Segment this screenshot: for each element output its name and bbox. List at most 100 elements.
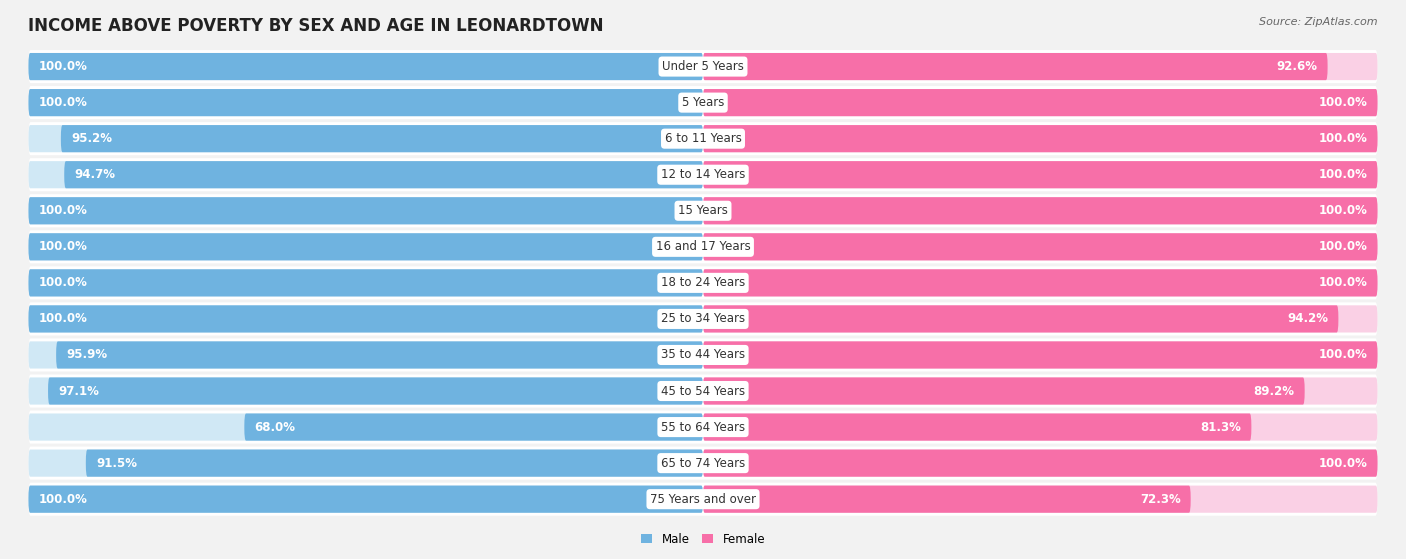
- FancyBboxPatch shape: [28, 161, 703, 188]
- FancyBboxPatch shape: [703, 125, 1378, 152]
- Text: 100.0%: 100.0%: [1319, 276, 1368, 290]
- FancyBboxPatch shape: [28, 125, 703, 152]
- FancyBboxPatch shape: [703, 414, 1378, 440]
- Text: 6 to 11 Years: 6 to 11 Years: [665, 132, 741, 145]
- FancyBboxPatch shape: [703, 53, 1327, 80]
- Text: 100.0%: 100.0%: [1319, 240, 1368, 253]
- FancyBboxPatch shape: [703, 305, 1378, 333]
- FancyBboxPatch shape: [28, 194, 1378, 228]
- FancyBboxPatch shape: [703, 89, 1378, 116]
- FancyBboxPatch shape: [28, 122, 1378, 155]
- Text: 92.6%: 92.6%: [1277, 60, 1317, 73]
- FancyBboxPatch shape: [28, 375, 1378, 408]
- Text: 5 Years: 5 Years: [682, 96, 724, 109]
- FancyBboxPatch shape: [28, 158, 1378, 191]
- FancyBboxPatch shape: [28, 338, 1378, 372]
- FancyBboxPatch shape: [28, 50, 1378, 83]
- Text: INCOME ABOVE POVERTY BY SEX AND AGE IN LEONARDTOWN: INCOME ABOVE POVERTY BY SEX AND AGE IN L…: [28, 17, 603, 35]
- Text: 100.0%: 100.0%: [1319, 96, 1368, 109]
- FancyBboxPatch shape: [28, 377, 703, 405]
- FancyBboxPatch shape: [28, 410, 1378, 444]
- FancyBboxPatch shape: [28, 233, 703, 260]
- FancyBboxPatch shape: [28, 305, 703, 333]
- FancyBboxPatch shape: [28, 53, 703, 80]
- Text: 72.3%: 72.3%: [1140, 492, 1181, 506]
- Legend: Male, Female: Male, Female: [636, 528, 770, 550]
- FancyBboxPatch shape: [703, 342, 1378, 368]
- Text: Source: ZipAtlas.com: Source: ZipAtlas.com: [1260, 17, 1378, 27]
- FancyBboxPatch shape: [48, 377, 703, 405]
- FancyBboxPatch shape: [65, 161, 703, 188]
- Text: 45 to 54 Years: 45 to 54 Years: [661, 385, 745, 397]
- FancyBboxPatch shape: [703, 449, 1378, 477]
- FancyBboxPatch shape: [86, 449, 703, 477]
- FancyBboxPatch shape: [28, 342, 703, 368]
- FancyBboxPatch shape: [28, 449, 703, 477]
- FancyBboxPatch shape: [703, 233, 1378, 260]
- Text: 100.0%: 100.0%: [38, 240, 87, 253]
- FancyBboxPatch shape: [28, 266, 1378, 300]
- FancyBboxPatch shape: [60, 125, 703, 152]
- Text: 100.0%: 100.0%: [1319, 132, 1368, 145]
- FancyBboxPatch shape: [703, 269, 1378, 296]
- FancyBboxPatch shape: [703, 197, 1378, 224]
- Text: 100.0%: 100.0%: [1319, 168, 1368, 181]
- FancyBboxPatch shape: [28, 447, 1378, 480]
- FancyBboxPatch shape: [28, 230, 1378, 263]
- FancyBboxPatch shape: [703, 377, 1378, 405]
- FancyBboxPatch shape: [28, 482, 1378, 516]
- Text: 95.2%: 95.2%: [70, 132, 112, 145]
- FancyBboxPatch shape: [28, 233, 703, 260]
- Text: 18 to 24 Years: 18 to 24 Years: [661, 276, 745, 290]
- FancyBboxPatch shape: [28, 197, 703, 224]
- Text: 94.2%: 94.2%: [1288, 312, 1329, 325]
- Text: 65 to 74 Years: 65 to 74 Years: [661, 457, 745, 470]
- Text: 75 Years and over: 75 Years and over: [650, 492, 756, 506]
- FancyBboxPatch shape: [703, 161, 1378, 188]
- FancyBboxPatch shape: [28, 486, 703, 513]
- FancyBboxPatch shape: [703, 53, 1378, 80]
- FancyBboxPatch shape: [703, 449, 1378, 477]
- Text: 100.0%: 100.0%: [38, 204, 87, 217]
- Text: 95.9%: 95.9%: [66, 348, 107, 362]
- Text: 100.0%: 100.0%: [1319, 348, 1368, 362]
- Text: 81.3%: 81.3%: [1201, 420, 1241, 434]
- FancyBboxPatch shape: [703, 486, 1191, 513]
- Text: 15 Years: 15 Years: [678, 204, 728, 217]
- FancyBboxPatch shape: [703, 342, 1378, 368]
- FancyBboxPatch shape: [28, 89, 703, 116]
- Text: 100.0%: 100.0%: [38, 312, 87, 325]
- Text: 100.0%: 100.0%: [38, 60, 87, 73]
- Text: 94.7%: 94.7%: [75, 168, 115, 181]
- FancyBboxPatch shape: [28, 305, 703, 333]
- FancyBboxPatch shape: [703, 377, 1305, 405]
- Text: 25 to 34 Years: 25 to 34 Years: [661, 312, 745, 325]
- FancyBboxPatch shape: [28, 269, 703, 296]
- Text: 100.0%: 100.0%: [1319, 204, 1368, 217]
- FancyBboxPatch shape: [703, 161, 1378, 188]
- FancyBboxPatch shape: [28, 53, 703, 80]
- FancyBboxPatch shape: [28, 414, 703, 440]
- FancyBboxPatch shape: [703, 305, 1339, 333]
- FancyBboxPatch shape: [28, 86, 1378, 119]
- Text: 100.0%: 100.0%: [38, 96, 87, 109]
- FancyBboxPatch shape: [245, 414, 703, 440]
- FancyBboxPatch shape: [703, 414, 1251, 440]
- Text: 100.0%: 100.0%: [38, 492, 87, 506]
- Text: Under 5 Years: Under 5 Years: [662, 60, 744, 73]
- FancyBboxPatch shape: [703, 486, 1378, 513]
- FancyBboxPatch shape: [703, 89, 1378, 116]
- FancyBboxPatch shape: [703, 269, 1378, 296]
- FancyBboxPatch shape: [703, 125, 1378, 152]
- FancyBboxPatch shape: [28, 197, 703, 224]
- Text: 35 to 44 Years: 35 to 44 Years: [661, 348, 745, 362]
- Text: 97.1%: 97.1%: [58, 385, 98, 397]
- Text: 100.0%: 100.0%: [38, 276, 87, 290]
- FancyBboxPatch shape: [703, 233, 1378, 260]
- FancyBboxPatch shape: [28, 269, 703, 296]
- FancyBboxPatch shape: [28, 302, 1378, 335]
- Text: 89.2%: 89.2%: [1254, 385, 1295, 397]
- Text: 100.0%: 100.0%: [1319, 457, 1368, 470]
- Text: 91.5%: 91.5%: [96, 457, 136, 470]
- FancyBboxPatch shape: [703, 197, 1378, 224]
